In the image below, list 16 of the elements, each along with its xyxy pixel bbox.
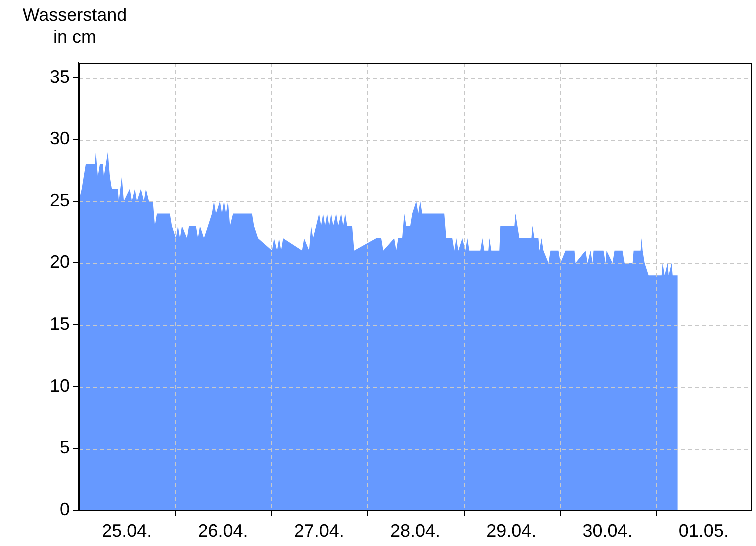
x-tick-label: 26.04. xyxy=(198,521,248,542)
x-tick-label: 28.04. xyxy=(390,521,441,542)
y-tick-label: 10 xyxy=(50,376,70,396)
x-tick-label: 29.04. xyxy=(486,521,537,542)
x-tick-label: 30.04. xyxy=(582,521,633,542)
y-tick-label: 0 xyxy=(60,499,70,520)
y-tick-label: 15 xyxy=(50,314,70,334)
x-tick-label: 27.04. xyxy=(294,521,344,542)
y-axis-title: Wasserstand in cm xyxy=(22,4,128,48)
y-tick-label: 35 xyxy=(50,66,70,87)
x-tick-label: 25.04. xyxy=(102,521,152,542)
y-tick-label: 20 xyxy=(50,252,70,272)
x-tick-label: 01.05. xyxy=(678,521,729,542)
y-tick-label: 25 xyxy=(50,190,70,210)
y-tick-label: 30 xyxy=(50,128,70,149)
y-tick-label: 5 xyxy=(60,438,70,458)
